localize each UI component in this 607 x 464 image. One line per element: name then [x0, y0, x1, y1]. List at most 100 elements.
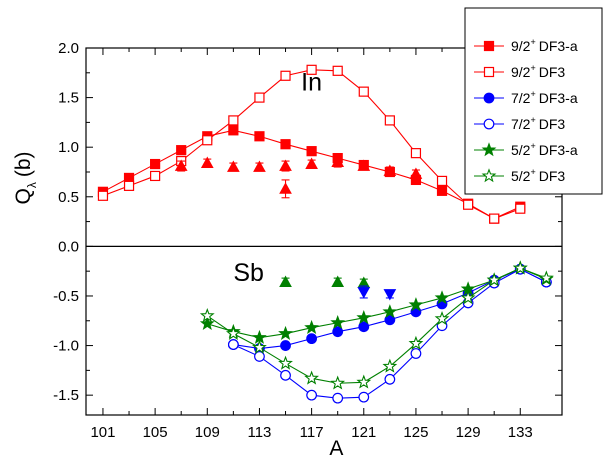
- legend-marker: [481, 142, 497, 157]
- experimental-group-3: [357, 285, 397, 301]
- data-point: [280, 340, 291, 351]
- data-point: [463, 199, 474, 210]
- legend-entry: 9/2+ DF3-a: [474, 37, 578, 54]
- data-point: [408, 297, 424, 312]
- experimental-point: [305, 157, 318, 169]
- data-point: [150, 158, 161, 170]
- experimental-point: [331, 155, 345, 167]
- y-axis-label-subscript: λ: [25, 182, 39, 188]
- data-point: [356, 374, 372, 389]
- x-tick-label: 101: [90, 424, 115, 441]
- data-point: [150, 170, 161, 182]
- legend-label: 7/2+ DF3: [511, 115, 565, 132]
- y-axis-label-unit: (b): [12, 151, 35, 177]
- experimental-point: [331, 275, 345, 287]
- panel-label-in: In: [301, 69, 322, 97]
- data-point: [384, 373, 396, 385]
- data-point: [225, 325, 241, 340]
- y-axis-label-main: Q: [12, 188, 35, 204]
- axis-layer: 101 105 109 113 117 121 125 129 133 -1.5 -1.0 -0.5 0…: [53, 40, 562, 441]
- data-point: [512, 260, 528, 275]
- legend-marker: [483, 40, 495, 52]
- experimental-group-1: [174, 155, 423, 199]
- data-point: [254, 92, 265, 103]
- data-point: [410, 348, 422, 359]
- data-point: [436, 185, 448, 196]
- data-point: [358, 391, 370, 403]
- series-line: [206, 267, 547, 384]
- data-point: [356, 310, 372, 325]
- x-tick-label: 113: [247, 424, 271, 441]
- series-4: [227, 263, 552, 404]
- series-1: [97, 125, 526, 224]
- experimental-point: [227, 160, 240, 172]
- experimental-group-2: [279, 275, 371, 288]
- experimental-point: [357, 159, 371, 171]
- x-tick-label: 129: [456, 424, 481, 441]
- legend-label: 7/2+ DF3-a: [511, 89, 578, 106]
- data-point: [306, 64, 317, 75]
- data-point: [358, 86, 369, 97]
- legend-entry: 5/2+ DF3: [474, 167, 565, 184]
- series-line: [102, 129, 521, 220]
- data-point: [332, 326, 344, 338]
- data-point: [332, 392, 344, 404]
- data-point: [199, 308, 215, 323]
- data-point: [304, 319, 320, 335]
- y-tick-label: -0.5: [53, 288, 79, 305]
- panel-label-sb: Sb: [233, 259, 264, 287]
- data-point: [434, 290, 450, 305]
- data-point: [304, 370, 320, 385]
- data-point: [538, 270, 554, 285]
- x-tick-label: 117: [300, 424, 324, 441]
- data-point: [123, 180, 135, 191]
- data-point: [278, 325, 293, 340]
- data-point: [228, 115, 239, 126]
- legend: 9/2+ DF3-a 9/2+ DF3 7/2+ DF3-a 7/2+ DF3 5/2+ DF3-…: [464, 7, 603, 195]
- experimental-point: [383, 289, 397, 301]
- experimental-point: [174, 159, 188, 171]
- x-tick-label: 121: [351, 424, 376, 441]
- y-axis-label: Qλ (b): [12, 151, 39, 204]
- legend-marker: [481, 168, 497, 183]
- series-6: [199, 260, 554, 390]
- legend-marker: [483, 118, 495, 130]
- y-tick-label: -1.0: [53, 338, 79, 355]
- data-point: [330, 375, 346, 390]
- y-tick-label: 1.0: [58, 139, 79, 156]
- legend-marker: [483, 92, 495, 104]
- data-point: [489, 213, 500, 224]
- svg-text:Qλ(b): Qλ (b): [12, 151, 39, 204]
- data-point: [434, 311, 450, 326]
- experimental-layer: [174, 155, 423, 301]
- data-point: [460, 290, 476, 305]
- data-point: [278, 355, 293, 370]
- series-layer: [97, 64, 554, 404]
- data-point: [384, 115, 395, 126]
- experimental-point: [357, 287, 371, 299]
- y-tick-label: 0.5: [58, 189, 79, 206]
- y-tick-label: 0.0: [58, 238, 79, 255]
- x-tick-label: 133: [508, 424, 533, 441]
- legend-label: 9/2+ DF3-a: [511, 37, 578, 54]
- data-point: [436, 175, 448, 187]
- data-point: [254, 131, 265, 142]
- legend-entry: 7/2+ DF3: [474, 115, 565, 132]
- data-point: [306, 333, 318, 345]
- data-point: [410, 148, 422, 159]
- data-point: [228, 125, 239, 136]
- experimental-point: [383, 164, 397, 176]
- data-point: [306, 389, 318, 401]
- experimental-point: [200, 156, 214, 168]
- y-tick-label: 2.0: [58, 40, 79, 57]
- x-tick-label: 109: [195, 424, 220, 441]
- experimental-point: [279, 182, 292, 194]
- data-point: [252, 339, 267, 354]
- data-point: [330, 314, 346, 330]
- legend-entry: 7/2+ DF3-a: [474, 89, 578, 106]
- x-tick-label: 105: [143, 424, 168, 441]
- experimental-point: [279, 159, 292, 171]
- data-point: [382, 304, 398, 319]
- data-point: [515, 203, 526, 214]
